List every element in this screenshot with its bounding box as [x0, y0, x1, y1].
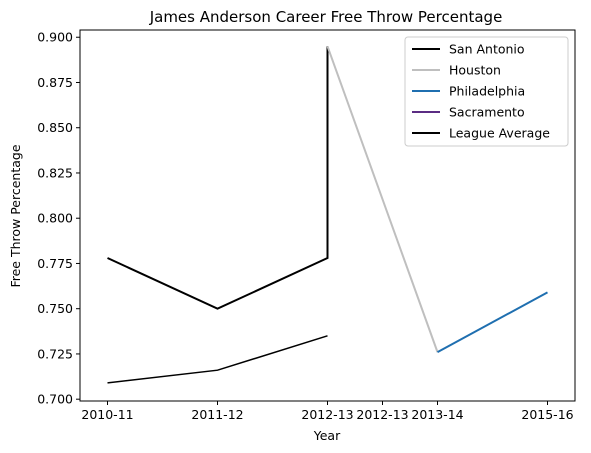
- x-tick-label: 2015-16: [521, 407, 573, 422]
- chart-title: James Anderson Career Free Throw Percent…: [149, 8, 503, 26]
- y-tick-label: 0.875: [37, 75, 73, 90]
- y-tick-label: 0.725: [37, 346, 73, 361]
- legend-label-philadelphia: Philadelphia: [449, 84, 525, 99]
- y-axis-label: Free Throw Percentage: [8, 144, 23, 287]
- x-tick-label: 2010-11: [81, 407, 133, 422]
- legend: San Antonio Houston Philadelphia Sacramento…: [404, 36, 569, 147]
- x-tick-label: 2011-12: [191, 407, 243, 422]
- y-tick-label: 0.750: [37, 301, 73, 316]
- series-layer: [107, 45, 548, 384]
- legend-label-league-average: League Average: [449, 126, 550, 141]
- series-line-san-antonio: [107, 46, 329, 310]
- x-tick-label: 2012-13: [301, 407, 353, 422]
- legend-label-san-antonio: San Antonio: [449, 42, 525, 57]
- y-axis: 0.700 0.725 0.750 0.775 0.800 0.825 0.850 0.875…: [37, 30, 80, 407]
- y-tick-label: 0.700: [37, 392, 73, 407]
- legend-label-houston: Houston: [449, 63, 501, 78]
- series-line-philadelphia: [437, 291, 548, 353]
- legend-label-sacramento: Sacramento: [449, 105, 525, 120]
- y-tick-label: 0.800: [37, 211, 73, 226]
- x-tick-label: 2012-13: [356, 407, 408, 422]
- y-tick-label: 0.825: [37, 165, 73, 180]
- x-axis-label: Year: [313, 428, 341, 443]
- x-tick-label: 2013-14: [411, 407, 463, 422]
- y-tick-label: 0.900: [37, 30, 73, 45]
- series-line-houston: [326, 45, 439, 353]
- series-line-league-average: [107, 335, 328, 384]
- y-tick-label: 0.850: [37, 120, 73, 135]
- x-axis: 2010-11 2011-12 2012-13 2012-13 2013-14 2015-…: [81, 401, 574, 422]
- legend-box: [404, 36, 569, 147]
- y-tick-label: 0.775: [37, 256, 73, 271]
